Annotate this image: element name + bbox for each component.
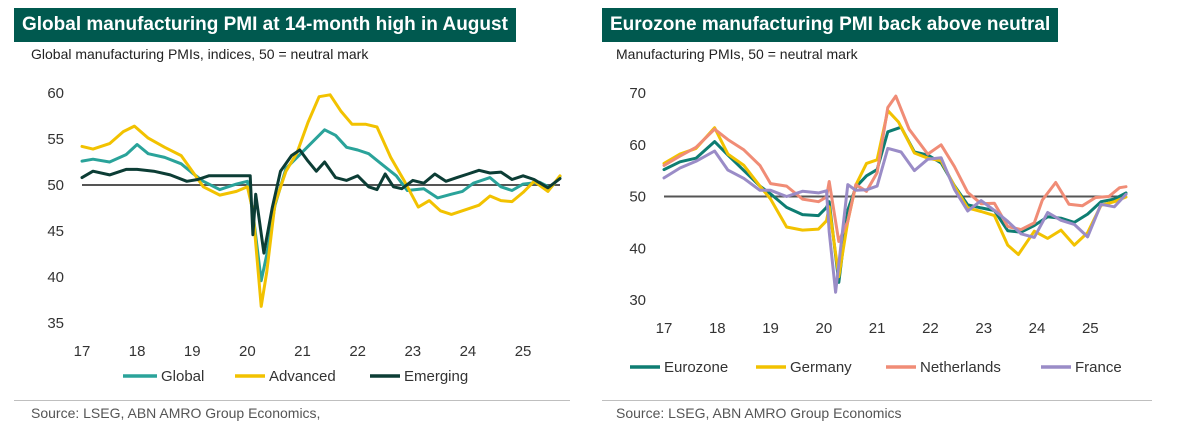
series-line-advanced	[82, 95, 560, 307]
x-tick-label: 23	[975, 320, 992, 337]
x-tick-label: 18	[709, 320, 726, 337]
y-tick-label: 45	[47, 223, 64, 240]
x-tick-label: 21	[869, 320, 886, 337]
y-tick-label: 50	[629, 189, 646, 206]
source-divider	[14, 400, 570, 401]
legend-label: Emerging	[404, 368, 468, 385]
chart-panel-global: Global manufacturing PMI at 14-month hig…	[0, 0, 580, 435]
y-tick-label: 60	[47, 85, 64, 102]
chart-source: Source: LSEG, ABN AMRO Group Economics,	[31, 405, 320, 421]
legend-label: France	[1075, 359, 1122, 376]
y-tick-label: 60	[629, 137, 646, 154]
x-tick-label: 25	[515, 343, 532, 360]
series-line-germany	[664, 111, 1126, 277]
x-tick-label: 17	[74, 343, 91, 360]
y-tick-label: 55	[47, 131, 64, 148]
chart-panel-eurozone: Eurozone manufacturing PMI back above ne…	[596, 0, 1194, 435]
y-tick-label: 35	[47, 315, 64, 332]
series-line-emerging	[82, 150, 560, 253]
series-line-global	[82, 130, 560, 281]
x-tick-label: 22	[349, 343, 366, 360]
legend-label: Advanced	[269, 368, 336, 385]
legend-label: Eurozone	[664, 359, 728, 376]
x-tick-label: 20	[816, 320, 833, 337]
x-tick-label: 24	[1029, 320, 1046, 337]
eurozone-pmi-chart: 30 40 50 60 70 17 18 19 20 21 22 23 24 25 Eurozone Germ…	[596, 0, 1194, 400]
x-tick-label: 23	[404, 343, 421, 360]
x-tick-label: 18	[129, 343, 146, 360]
legend-label: Netherlands	[920, 359, 1001, 376]
x-tick-label: 17	[656, 320, 673, 337]
y-tick-label: 40	[629, 240, 646, 257]
legend-label: Global	[161, 368, 204, 385]
x-tick-label: 22	[922, 320, 939, 337]
y-tick-label: 40	[47, 269, 64, 286]
x-tick-label: 25	[1082, 320, 1099, 337]
y-tick-label: 70	[629, 85, 646, 102]
global-pmi-chart: 35 40 45 50 55 60 17 18 19 20 21 22 23 24 25 Global Adva…	[0, 0, 580, 400]
legend-label: Germany	[790, 359, 852, 376]
x-tick-label: 20	[239, 343, 256, 360]
chart-source: Source: LSEG, ABN AMRO Group Economics	[616, 405, 902, 421]
y-tick-label: 30	[629, 292, 646, 309]
y-tick-label: 50	[47, 177, 64, 194]
source-divider	[602, 400, 1152, 401]
x-tick-label: 19	[762, 320, 779, 337]
x-tick-label: 19	[184, 343, 201, 360]
x-tick-label: 24	[460, 343, 477, 360]
x-tick-label: 21	[294, 343, 311, 360]
series-line-france	[664, 148, 1126, 292]
